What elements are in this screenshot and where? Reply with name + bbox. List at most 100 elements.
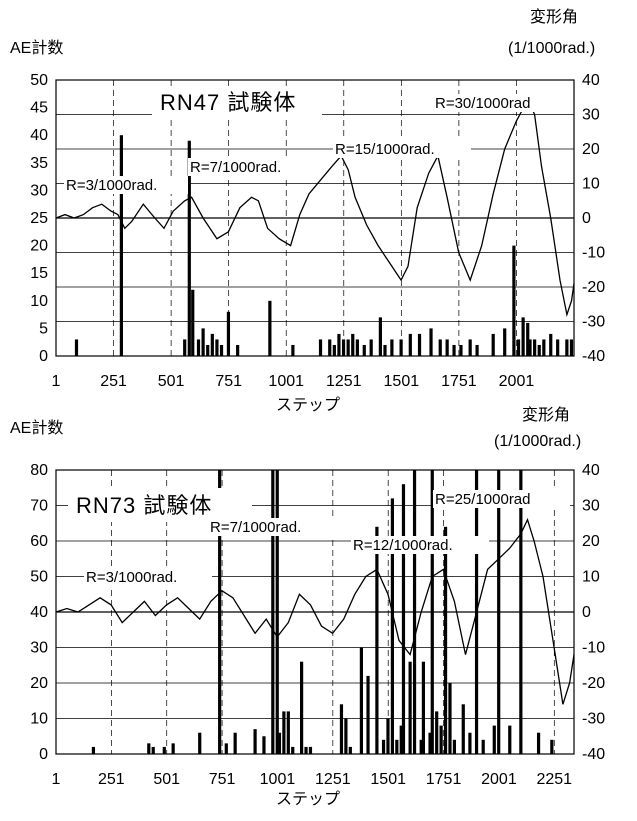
chart-1-plot-frame (55, 79, 575, 357)
ae-bar (332, 344, 336, 356)
ae-bar (119, 135, 123, 356)
ae-bar (445, 339, 449, 356)
ae-bar (508, 725, 512, 754)
ae-bar (366, 675, 370, 754)
ae-bar (401, 484, 406, 754)
y-left-tick-label: 20 (30, 675, 48, 692)
ae-bar (452, 344, 456, 356)
ae-bar (468, 732, 472, 754)
ae-bar (526, 322, 530, 356)
y-right-tick-label: 20 (582, 141, 600, 158)
chart-2-annotation-bg-4 (433, 490, 570, 508)
chart-1-annotation-bg-1 (64, 176, 188, 194)
y-left-tick-label: 5 (39, 320, 48, 337)
y-right-tick-label: 10 (582, 176, 600, 193)
ae-bar (183, 339, 187, 356)
deformation-line (55, 517, 575, 705)
ae-bar (147, 743, 151, 754)
ae-bar (346, 339, 350, 356)
ae-bar (291, 344, 295, 356)
chart-2-annotation-bg-1 (84, 568, 212, 586)
ae-bar (503, 328, 507, 356)
ae-bar (421, 661, 426, 754)
y-left-tick-label: 50 (30, 569, 48, 586)
chart-2-right-axis-unit: (1/1000rad.) (494, 433, 581, 450)
ae-bar (215, 339, 219, 356)
x-tick-label: 251 (98, 771, 125, 788)
ae-bar (491, 333, 495, 356)
ae-bar (542, 339, 546, 356)
chart-2-left-ticks: 0 10 20 30 40 50 60 70 80 (30, 462, 48, 763)
ae-bar (439, 725, 443, 754)
ae-bar (162, 746, 166, 754)
y-left-tick-label: 20 (30, 238, 48, 255)
deformation-line (55, 103, 575, 318)
y-right-tick-label: 20 (582, 533, 600, 550)
ae-bar (399, 339, 403, 356)
y-right-tick-label: 0 (582, 210, 591, 227)
ae-bar (556, 339, 560, 356)
chart-1-right-ticks: -40 -30 -20 -10 0 10 20 30 40 (582, 72, 605, 365)
chart-2-right-axis-label: 変形角 (522, 406, 570, 424)
ae-bar (339, 704, 344, 754)
x-tick-label: 751 (209, 771, 236, 788)
ae-bar (369, 339, 373, 356)
ae-bar (196, 339, 201, 356)
ae-bar (383, 344, 387, 356)
x-tick-label: 1251 (315, 771, 351, 788)
chart-1-annotation-3: R=15/1000rad. (335, 141, 435, 158)
x-tick-label: 2251 (536, 771, 572, 788)
ae-bar (435, 711, 439, 754)
ae-bar (430, 470, 434, 754)
chart-2-annotation-2: R=7/1000rad. (210, 519, 301, 536)
x-tick-label: 1501 (370, 771, 406, 788)
ae-bar (91, 746, 96, 754)
ae-bar (253, 729, 257, 754)
ae-bar (362, 344, 366, 356)
ae-bar (218, 470, 222, 754)
y-left-tick-label: 30 (30, 640, 48, 657)
ae-bar (537, 344, 541, 356)
y-left-tick-label: 70 (30, 498, 48, 515)
ae-bar (151, 746, 155, 754)
ae-bar (381, 739, 386, 754)
ae-bar (198, 732, 202, 754)
y-right-tick-label: 0 (582, 604, 591, 621)
chart-1-ae-bars (74, 135, 574, 356)
ae-bar (268, 300, 272, 356)
ae-bar (395, 739, 399, 754)
y-right-tick-label: 10 (582, 569, 600, 586)
ae-bar (512, 245, 516, 356)
ae-bar (262, 736, 266, 754)
y-left-tick-label: 15 (30, 265, 48, 282)
ae-bar (390, 339, 394, 356)
chart-2-title-bg (68, 488, 252, 522)
ae-bar (355, 339, 359, 356)
y-left-tick-label: 35 (30, 155, 48, 172)
ae-bar (308, 746, 313, 754)
ae-bar (337, 333, 341, 356)
chart-2-ae-bars (91, 470, 554, 754)
ae-bar (528, 339, 532, 356)
y-left-tick-label: 30 (30, 182, 48, 199)
y-left-tick-label: 45 (30, 100, 48, 117)
ae-bar (74, 339, 79, 356)
ae-bar (448, 683, 452, 754)
ae-bar (271, 470, 275, 754)
chart-1-annotation-bg-4 (433, 94, 570, 112)
x-tick-label: 1751 (441, 373, 477, 390)
chart-1-annotation-4: R=30/1000rad (435, 95, 531, 112)
y-right-tick-label: -10 (582, 245, 605, 262)
ae-bar (412, 470, 417, 754)
chart-1-title-bg (152, 86, 322, 120)
chart-1-x-ticks: 1 251 501 751 1001 1251 1501 1751 2001 (52, 373, 535, 390)
ae-bar (219, 344, 224, 356)
chart-2-deformation-line (55, 517, 575, 705)
ae-bar (549, 333, 553, 356)
x-tick-label: 1 (52, 771, 61, 788)
ae-bar (536, 732, 541, 754)
chart-2-annotation-3: R=12/1000rad. (353, 537, 453, 554)
chart-1-left-ticks: 0 5 10 15 20 25 30 35 40 45 50 (30, 72, 48, 365)
ae-bar (304, 746, 308, 754)
